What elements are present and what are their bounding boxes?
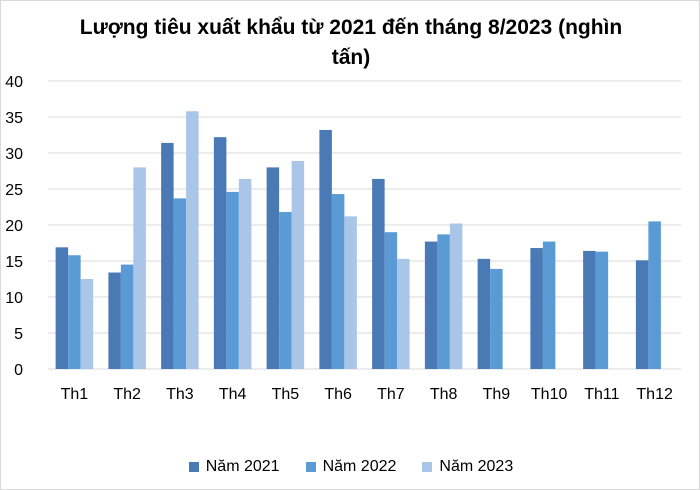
bar-th4-series-2 [226, 191, 239, 369]
x-tick-label: Th4 [219, 386, 247, 403]
bar-th2-series-2 [120, 264, 134, 369]
bar-th7-series-3 [397, 258, 410, 369]
y-tick-label: 0 [14, 362, 23, 379]
bar-th11-series-1 [583, 250, 596, 369]
legend-item: Năm 2021 [188, 458, 280, 476]
bar-th10-series-1 [530, 248, 543, 369]
bar-th1-series-2 [68, 255, 81, 369]
x-tick-label: Th7 [377, 386, 405, 403]
bar-th3-series-2 [173, 198, 187, 369]
y-tick-label: 10 [5, 290, 23, 307]
bar-th6-series-3 [344, 216, 357, 369]
bar-th2-series-3 [133, 167, 146, 369]
legend-swatch [305, 462, 316, 472]
legend-item: Năm 2022 [305, 458, 397, 476]
bar-th2-series-1 [108, 272, 121, 369]
legend-swatch [422, 462, 433, 472]
legend-label: Năm 2022 [322, 458, 397, 475]
bar-th5-series-2 [279, 212, 292, 369]
legend: Năm 2021 Năm 2022 Năm 2023 [1, 458, 700, 476]
x-tick-label: Th1 [61, 386, 89, 403]
y-tick-label: 15 [5, 254, 23, 271]
legend-label: Năm 2023 [439, 458, 514, 475]
bar-th3-series-3 [186, 111, 199, 370]
y-tick-label: 40 [5, 74, 23, 91]
y-tick-label: 35 [5, 110, 23, 127]
x-tick-label: Th5 [272, 386, 300, 403]
bar-th3-series-1 [161, 142, 174, 369]
bar-th12-series-1 [635, 260, 649, 369]
bar-th5-series-3 [291, 160, 305, 369]
bar-th1-series-3 [80, 279, 94, 369]
bar-th4-series-1 [213, 137, 227, 369]
bar-th12-series-2 [648, 221, 661, 369]
x-tick-label: Th8 [430, 386, 458, 403]
bar-th11-series-2 [595, 251, 609, 369]
bar-th4-series-3 [238, 178, 252, 369]
bar-th9-series-1 [477, 258, 491, 369]
legend-item: Năm 2023 [422, 458, 513, 476]
x-tick-label: Th10 [531, 386, 568, 403]
bar-th1-series-1 [55, 247, 69, 369]
bar-th6-series-1 [319, 129, 332, 369]
x-tick-label: Th6 [324, 386, 352, 403]
bar-th7-series-1 [372, 178, 385, 369]
bar-th8-series-3 [449, 223, 463, 369]
x-tick-label: Th2 [113, 386, 141, 403]
chart-title: Lượng tiêu xuất khẩu từ 2021 đến tháng 8… [79, 16, 623, 69]
y-tick-label: 5 [14, 326, 23, 343]
bar-chart: 0 5 10 15 20 25 30 35 40 Th1 Th2 Th3 Th4 Th5 Th6 Th7 Th8… [5, 74, 681, 403]
x-tick-label: Th9 [483, 386, 511, 403]
y-tick-label: 30 [5, 146, 23, 163]
y-tick-label: 25 [5, 182, 23, 199]
x-tick-label: Th11 [584, 386, 619, 403]
x-tick-label: Th12 [636, 386, 673, 403]
legend-swatch [188, 462, 199, 472]
bar-th9-series-2 [490, 268, 503, 369]
bar-th6-series-2 [331, 194, 345, 369]
bar-th8-series-2 [437, 234, 450, 369]
x-tick-label: Th3 [166, 386, 194, 403]
bar-th5-series-1 [266, 167, 280, 369]
bar-th10-series-2 [542, 241, 556, 369]
bar-th8-series-1 [424, 241, 438, 369]
y-tick-label: 20 [5, 218, 23, 235]
bar-th7-series-2 [384, 232, 398, 369]
legend-label: Năm 2021 [205, 458, 280, 475]
